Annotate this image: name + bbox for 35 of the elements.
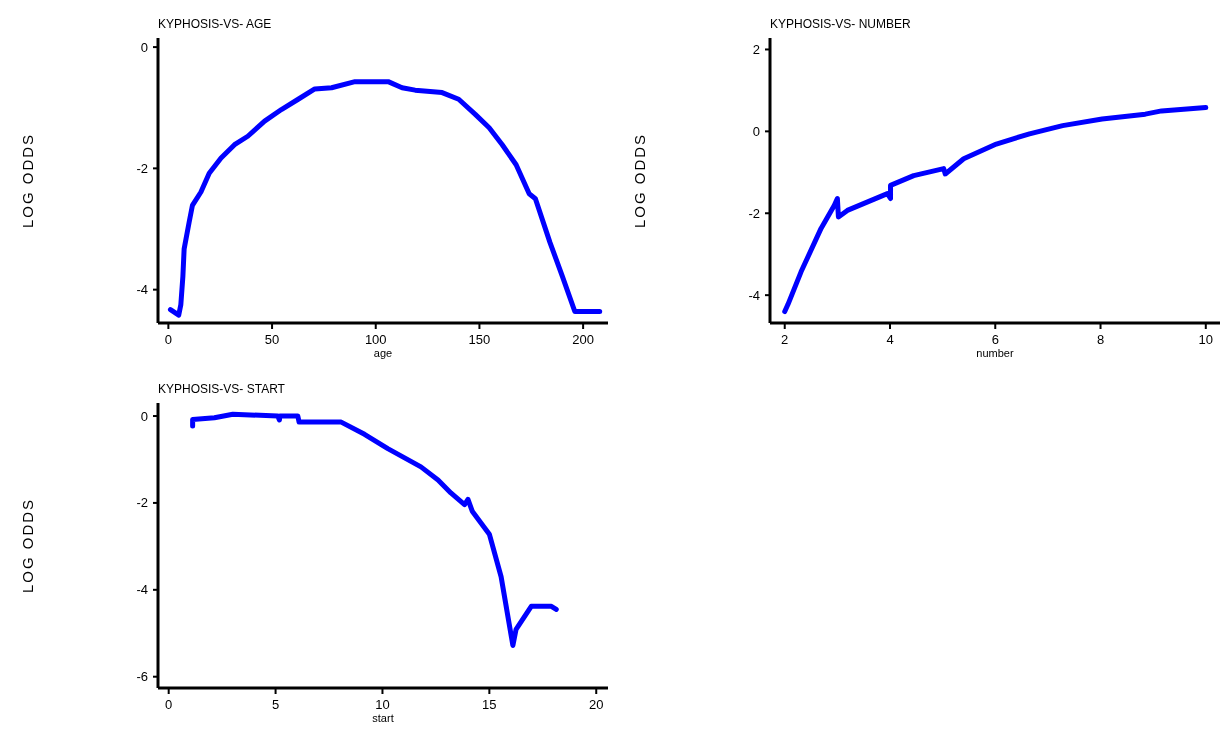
- x-tick-label: 2: [781, 332, 789, 347]
- x-tick-label: 50: [264, 332, 280, 347]
- y-tick-label: 2: [752, 42, 760, 58]
- x-tick-label: 0: [165, 697, 173, 712]
- chart-title: KYPHOSIS-VS- AGE: [158, 17, 272, 31]
- x-tick-label: 10: [1198, 332, 1214, 347]
- y-tick-label: -4: [748, 287, 760, 303]
- x-axis-title: start: [372, 712, 394, 724]
- y-tick-label: -4: [136, 282, 148, 298]
- x-tick-label: 150: [468, 332, 491, 347]
- x-tick-label: 15: [482, 697, 497, 712]
- x-tick-label: 200: [572, 332, 594, 347]
- x-tick-label: 4: [886, 332, 894, 347]
- chart-title: KYPHOSIS-VS- START: [158, 382, 286, 396]
- y-axis-title: LOG ODDS: [631, 132, 648, 229]
- y-tick-label: -4: [136, 582, 148, 598]
- x-tick-label: 0: [164, 332, 172, 347]
- x-axis-title: age: [373, 347, 393, 359]
- y-tick-label: -2: [748, 205, 760, 221]
- y-axis-title: LOG ODDS: [19, 132, 36, 229]
- y-tick-label: -2: [136, 160, 148, 176]
- y-tick-label: -2: [136, 495, 148, 511]
- x-tick-label: 6: [991, 332, 999, 347]
- x-axis-title: number: [976, 347, 1014, 359]
- y-tick-label: 0: [140, 408, 148, 424]
- x-tick-label: 10: [375, 697, 390, 712]
- y-axis-title: LOG ODDS: [19, 497, 36, 594]
- x-tick-label: 100: [364, 332, 387, 347]
- x-tick-label: 8: [1096, 332, 1105, 347]
- x-tick-label: 5: [271, 697, 280, 712]
- x-tick-label: 20: [589, 697, 604, 712]
- y-tick-label: 0: [140, 39, 148, 55]
- y-tick-label: 0: [752, 123, 760, 139]
- chart-title: KYPHOSIS-VS- NUMBER: [770, 17, 912, 31]
- y-tick-label: -6: [136, 669, 148, 685]
